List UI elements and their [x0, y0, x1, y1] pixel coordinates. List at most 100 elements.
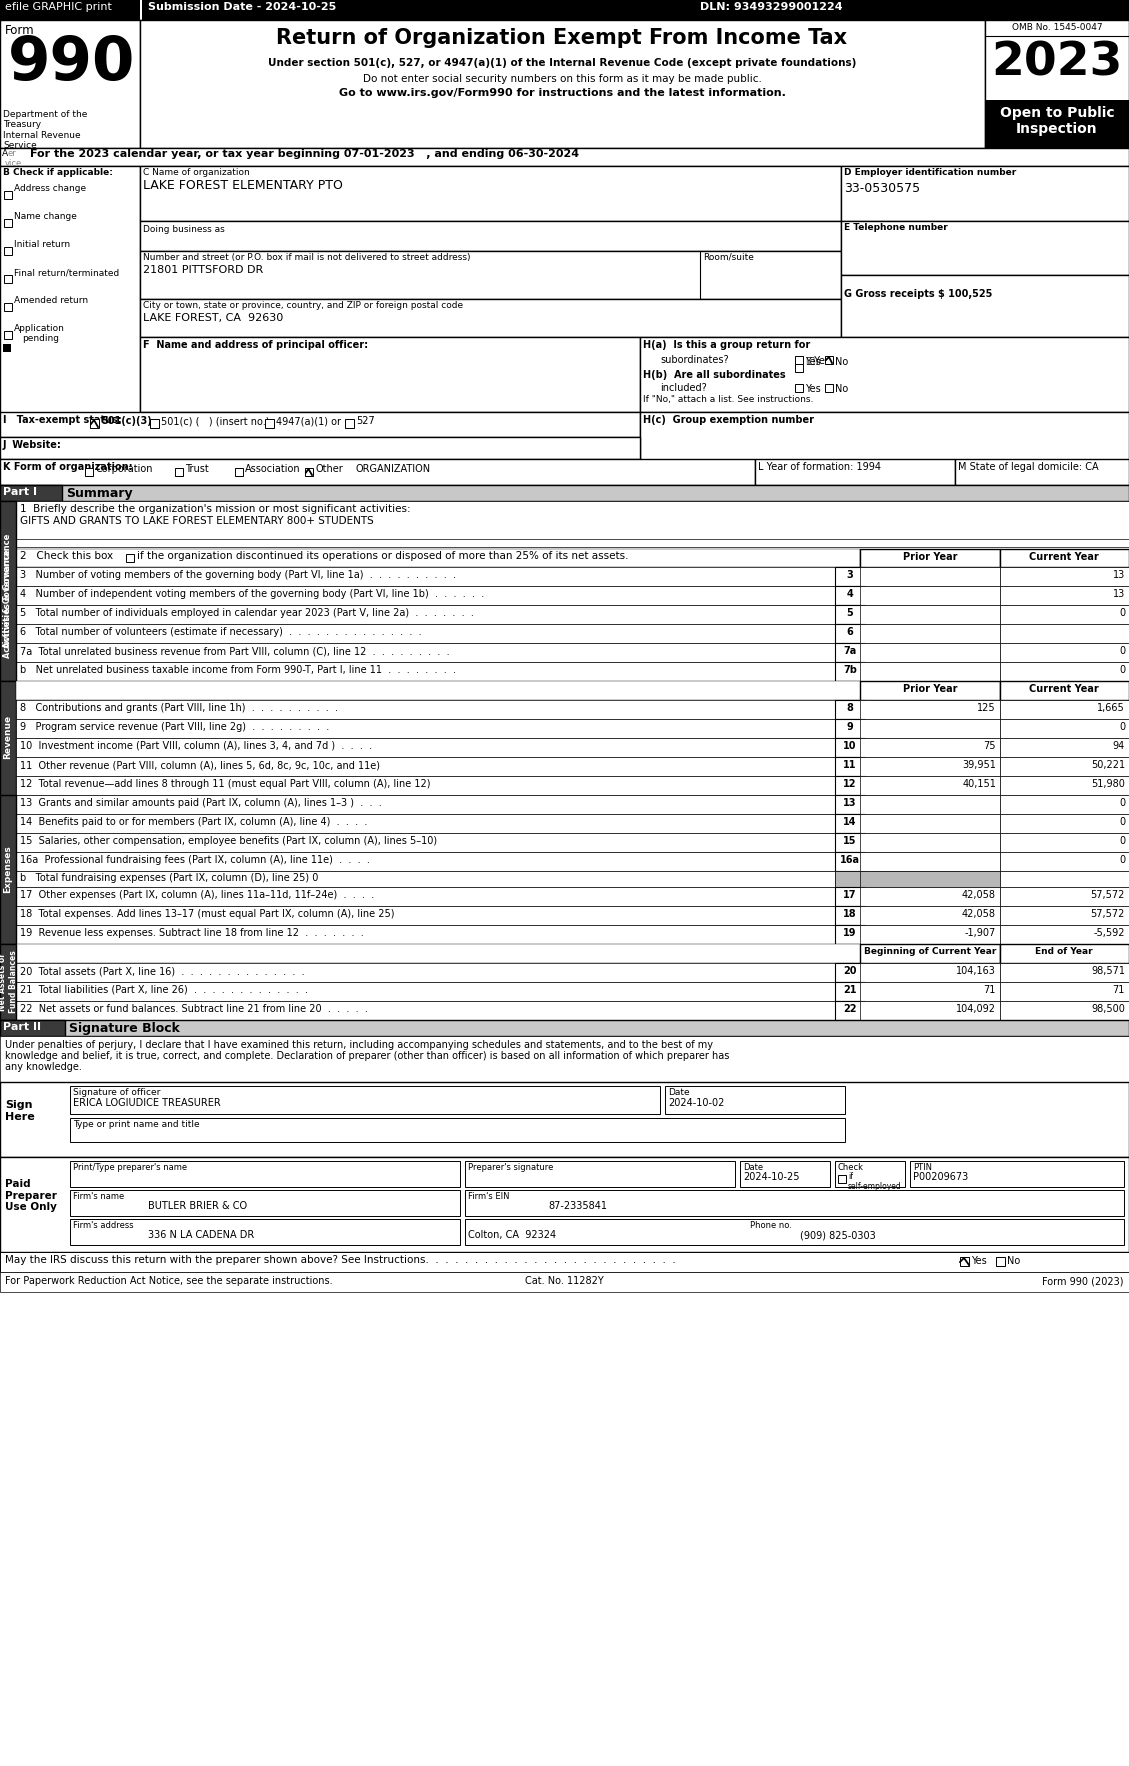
Bar [860, 738, 1000, 758]
Bar [90, 419, 99, 427]
Text: 11  Other revenue (Part VIII, column (A), lines 5, 6d, 8c, 9c, 10c, and 11e): 11 Other revenue (Part VIII, column (A),… [20, 759, 380, 770]
Text: Print/Type preparer's name: Print/Type preparer's name [73, 1164, 187, 1173]
Bar [16, 851, 835, 871]
Text: LAKE FOREST ELEMENTARY PTO: LAKE FOREST ELEMENTARY PTO [143, 178, 343, 192]
Bar [0, 19, 140, 148]
Bar [16, 1001, 835, 1021]
Bar [860, 567, 1000, 586]
Bar [860, 795, 1000, 814]
Text: 50,221: 50,221 [1091, 759, 1124, 770]
Text: Yes: Yes [805, 357, 821, 367]
Text: 4947(a)(1) or: 4947(a)(1) or [275, 417, 341, 426]
Bar [0, 1157, 1129, 1252]
Bar [739, 1160, 830, 1187]
Bar [835, 906, 865, 925]
Text: H(c)  Group exemption number: H(c) Group exemption number [644, 415, 814, 426]
Bar [70, 1086, 660, 1114]
Text: 21  Total liabilities (Part X, line 26)  .  .  .  .  .  .  .  .  .  .  .  .  .: 21 Total liabilities (Part X, line 26) .… [20, 985, 308, 994]
Text: Revenue: Revenue [3, 715, 12, 759]
Bar [16, 758, 835, 775]
Bar [0, 1083, 1129, 1157]
Bar [1000, 699, 1129, 719]
Text: if
self-employed: if self-employed [848, 1173, 902, 1192]
Text: 336 N LA CADENA DR: 336 N LA CADENA DR [148, 1229, 254, 1240]
Text: Expenses: Expenses [3, 846, 12, 894]
Bar [835, 1001, 865, 1021]
Bar [835, 834, 865, 851]
Text: For Paperwork Reduction Act Notice, see the separate instructions.: For Paperwork Reduction Act Notice, see … [5, 1277, 333, 1286]
Text: 527: 527 [356, 417, 375, 426]
Text: If "No," attach a list. See instructions.: If "No," attach a list. See instructions… [644, 396, 813, 404]
Bar [16, 814, 835, 834]
Text: Final return/terminated: Final return/terminated [14, 268, 120, 277]
Bar [640, 411, 1129, 463]
Bar [860, 758, 1000, 775]
Bar [1000, 643, 1129, 662]
Text: Go to www.irs.gov/Form990 for instructions and the latest information.: Go to www.irs.gov/Form990 for instructio… [339, 88, 786, 97]
Bar [16, 962, 835, 982]
Text: Sign
Here: Sign Here [5, 1100, 35, 1121]
Text: 0: 0 [1119, 835, 1124, 846]
Text: Department of the
Treasury
Internal Revenue
Service: Department of the Treasury Internal Reve… [3, 109, 87, 150]
Text: 12: 12 [843, 779, 857, 789]
Bar [1000, 906, 1129, 925]
Text: 0: 0 [1119, 798, 1124, 809]
Text: 7b: 7b [843, 666, 857, 675]
Text: 7a: 7a [843, 646, 857, 655]
Bar [0, 148, 1129, 166]
Bar [835, 925, 865, 945]
Text: Paid
Preparer
Use Only: Paid Preparer Use Only [5, 1180, 56, 1211]
Bar [835, 982, 865, 1001]
Bar [5, 219, 12, 228]
Bar [16, 586, 835, 606]
Text: subordinates?: subordinates? [660, 355, 728, 366]
Bar [860, 925, 1000, 945]
Text: Beginning of Current Year: Beginning of Current Year [864, 947, 996, 955]
Text: 8: 8 [847, 703, 854, 713]
Text: C Name of organization: C Name of organization [143, 168, 250, 177]
Bar [5, 330, 12, 339]
Text: 57,572: 57,572 [1091, 909, 1124, 918]
Text: E Telephone number: E Telephone number [844, 223, 947, 231]
Text: Cat. No. 11282Y: Cat. No. 11282Y [525, 1277, 603, 1286]
Bar [860, 945, 1000, 962]
Text: Colton, CA  92324: Colton, CA 92324 [469, 1229, 557, 1240]
Bar [70, 1118, 844, 1143]
Bar [1000, 962, 1129, 982]
Text: P00209673: P00209673 [913, 1173, 969, 1181]
Text: 39,951: 39,951 [962, 759, 996, 770]
Bar [16, 982, 835, 1001]
Bar [16, 738, 835, 758]
Text: 40,151: 40,151 [962, 779, 996, 789]
Bar [835, 606, 865, 623]
Text: F  Name and address of principal officer:: F Name and address of principal officer: [143, 341, 368, 350]
Text: 990: 990 [8, 34, 135, 94]
Text: 501(c) (   ) (insert no.): 501(c) ( ) (insert no.) [161, 417, 270, 426]
Text: G Gross receipts $ 100,525: G Gross receipts $ 100,525 [844, 290, 992, 298]
Text: 13: 13 [1113, 590, 1124, 599]
Text: Yes: Yes [971, 1256, 987, 1266]
Bar [0, 1252, 1129, 1272]
Bar [835, 1160, 905, 1187]
Text: 104,092: 104,092 [956, 1005, 996, 1014]
Text: Phone no.: Phone no. [750, 1220, 791, 1229]
Text: Signature of officer: Signature of officer [73, 1088, 160, 1097]
Bar [1000, 1001, 1129, 1021]
Text: 2024-10-02: 2024-10-02 [668, 1098, 725, 1107]
Text: 15: 15 [843, 835, 857, 846]
Text: 98,500: 98,500 [1091, 1005, 1124, 1014]
Text: 22  Net assets or fund balances. Subtract line 21 from line 20  .  .  .  .  .: 22 Net assets or fund balances. Subtract… [20, 1005, 368, 1014]
Text: H(a)  Is this a group return for: H(a) Is this a group return for [644, 341, 811, 350]
Bar [1000, 775, 1129, 795]
Text: LAKE FOREST, CA  92630: LAKE FOREST, CA 92630 [143, 313, 283, 323]
Text: 13: 13 [1113, 570, 1124, 579]
Bar [1000, 662, 1129, 682]
Bar [16, 719, 835, 738]
Bar [126, 555, 134, 562]
Text: 7a  Total unrelated business revenue from Part VIII, column (C), line 12  .  .  : 7a Total unrelated business revenue from… [20, 646, 449, 655]
Text: Corporation: Corporation [95, 464, 152, 473]
Bar [835, 719, 865, 738]
Text: 0: 0 [1119, 855, 1124, 865]
Text: b   Net unrelated business taxable income from Form 990-T, Part I, line 11  .  .: b Net unrelated business taxable income … [20, 666, 456, 675]
Bar [5, 191, 12, 200]
